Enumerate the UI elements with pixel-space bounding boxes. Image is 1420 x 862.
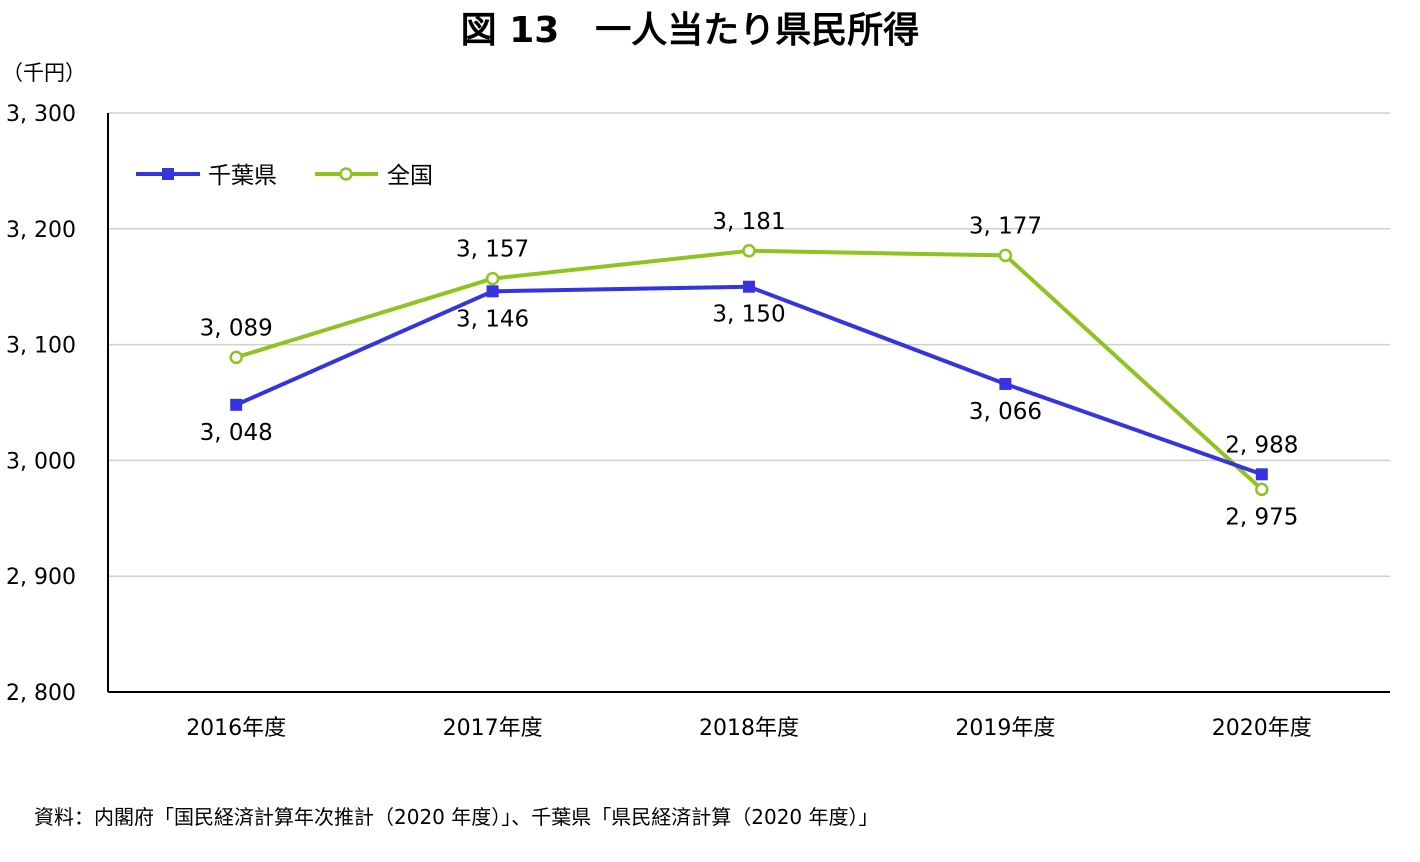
x-axis-ticks: 2016年度 2017年度 2018年度 2019年度 2020年度 bbox=[186, 716, 1312, 741]
legend-label: 千葉県 bbox=[208, 163, 277, 189]
y-tick-label: 2, 800 bbox=[6, 681, 76, 706]
data-point bbox=[998, 248, 1013, 263]
data-label: 3, 157 bbox=[456, 237, 529, 263]
data-point bbox=[229, 350, 243, 365]
data-label: 3, 089 bbox=[200, 315, 273, 341]
data-label: 3, 146 bbox=[456, 306, 529, 332]
data-label: 3, 177 bbox=[969, 213, 1042, 239]
data-label: 3, 048 bbox=[200, 420, 273, 446]
x-tick-label: 2017年度 bbox=[443, 716, 543, 741]
gridlines bbox=[108, 112, 1390, 577]
axes bbox=[107, 113, 1390, 693]
source-note: 資料：内閣府「国民経済計算年次推計（2020 年度）」、千葉県「県民経済計算（2… bbox=[34, 805, 879, 829]
x-tick-label: 2019年度 bbox=[955, 716, 1055, 741]
data-point bbox=[485, 271, 500, 286]
legend: 千葉県 全国 bbox=[136, 163, 433, 189]
data-point bbox=[742, 244, 756, 258]
data-point bbox=[230, 398, 243, 411]
y-tick-label: 3, 200 bbox=[6, 218, 76, 243]
y-tick-label: 3, 300 bbox=[6, 102, 76, 127]
data-labels: 3, 089 3, 157 3, 181 3, 177 2, 975 3, 048 3, 1… bbox=[200, 209, 1299, 531]
chart-title: 図 13 一人当たり県民所得 bbox=[461, 10, 920, 51]
data-point bbox=[999, 377, 1012, 390]
x-tick-label: 2020年度 bbox=[1212, 716, 1312, 741]
series-lines bbox=[229, 244, 1269, 497]
data-point bbox=[486, 285, 499, 298]
y-axis-ticks: 3, 300 3, 200 3, 100 3, 000 2, 900 2, 800 bbox=[6, 102, 76, 706]
data-point bbox=[1255, 468, 1268, 481]
x-tick-label: 2016年度 bbox=[186, 716, 286, 741]
legend-marker-circle bbox=[339, 167, 353, 181]
data-label: 2, 988 bbox=[1225, 432, 1298, 458]
data-label: 3, 150 bbox=[712, 302, 785, 328]
legend-marker-square bbox=[162, 168, 174, 180]
data-point bbox=[743, 280, 755, 293]
data-point bbox=[1255, 482, 1269, 497]
y-axis-unit-label: （千円） bbox=[2, 61, 86, 85]
x-tick-label: 2018年度 bbox=[699, 716, 799, 741]
data-label: 3, 181 bbox=[712, 209, 785, 235]
data-label: 3, 066 bbox=[969, 399, 1042, 425]
data-label: 2, 975 bbox=[1225, 504, 1298, 530]
legend-label: 全国 bbox=[387, 163, 433, 189]
y-tick-label: 2, 900 bbox=[6, 565, 76, 590]
y-tick-label: 3, 000 bbox=[6, 449, 76, 474]
y-tick-label: 3, 100 bbox=[6, 334, 76, 359]
